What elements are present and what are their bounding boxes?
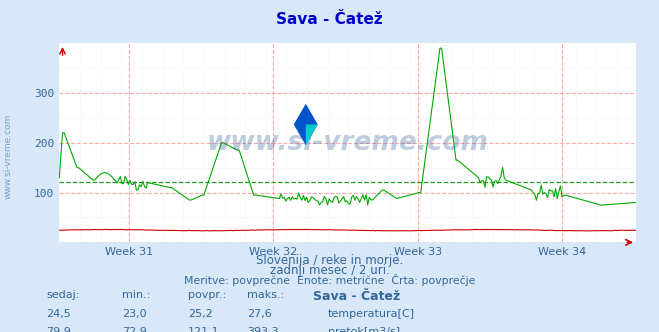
Text: Sava - Čatež: Sava - Čatež (276, 12, 383, 27)
Text: temperatura[C]: temperatura[C] (328, 309, 415, 319)
Text: min.:: min.: (122, 290, 150, 300)
Text: maks.:: maks.: (247, 290, 285, 300)
Text: www.si-vreme.com: www.si-vreme.com (207, 130, 488, 156)
Text: 79,9: 79,9 (46, 327, 71, 332)
Text: 24,5: 24,5 (46, 309, 71, 319)
Text: 121,1: 121,1 (188, 327, 219, 332)
Text: povpr.:: povpr.: (188, 290, 226, 300)
Text: sedaj:: sedaj: (46, 290, 80, 300)
Text: www.si-vreme.com: www.si-vreme.com (3, 113, 13, 199)
Text: Sava - Čatež: Sava - Čatež (313, 290, 400, 303)
Text: 72,9: 72,9 (122, 327, 147, 332)
Polygon shape (294, 104, 318, 145)
Text: Slovenija / reke in morje.: Slovenija / reke in morje. (256, 254, 403, 267)
Text: pretok[m3/s]: pretok[m3/s] (328, 327, 399, 332)
Text: 25,2: 25,2 (188, 309, 213, 319)
Text: 393,3: 393,3 (247, 327, 279, 332)
Polygon shape (306, 124, 318, 145)
Text: 23,0: 23,0 (122, 309, 146, 319)
Text: zadnji mesec / 2 uri.: zadnji mesec / 2 uri. (270, 264, 389, 277)
Text: 27,6: 27,6 (247, 309, 272, 319)
Text: Meritve: povprečne  Enote: metrične  Črta: povprečje: Meritve: povprečne Enote: metrične Črta:… (184, 274, 475, 286)
